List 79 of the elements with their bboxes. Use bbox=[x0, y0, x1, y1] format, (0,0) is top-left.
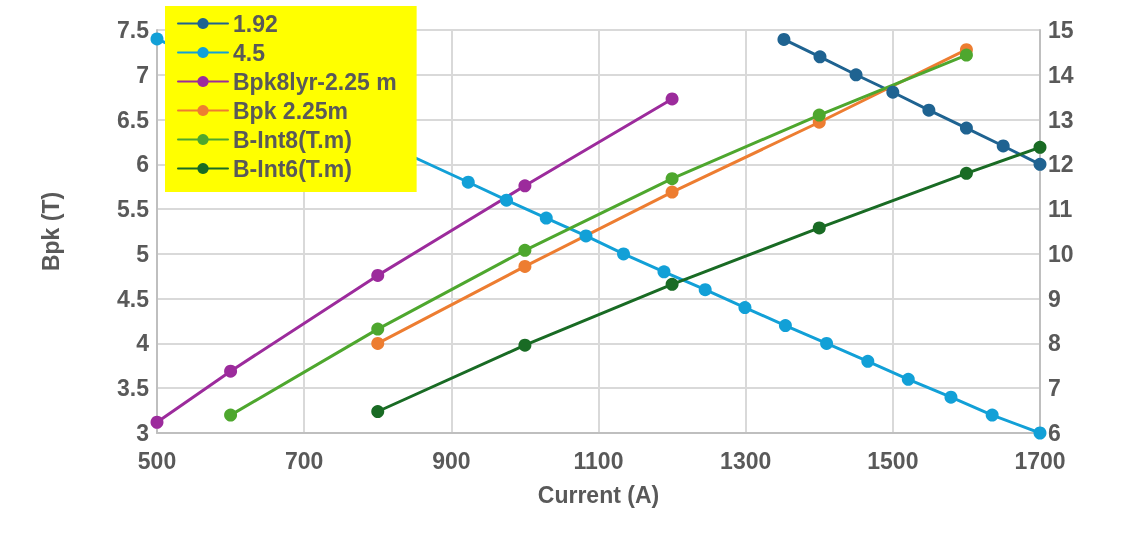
point bbox=[820, 336, 834, 350]
point bbox=[579, 229, 593, 243]
point bbox=[665, 172, 679, 186]
point bbox=[518, 338, 532, 352]
legend-label: B-Int8(T.m) bbox=[233, 126, 352, 153]
x-tick-label: 700 bbox=[284, 447, 324, 474]
point bbox=[518, 243, 532, 257]
legend-label: Bpk 2.25m bbox=[233, 97, 349, 124]
point bbox=[665, 185, 679, 199]
y-tick-label: 4.5 bbox=[117, 285, 150, 312]
y-tick-label: 6.5 bbox=[117, 106, 150, 133]
point bbox=[813, 50, 827, 64]
point bbox=[1033, 157, 1047, 171]
y2-tick-label: 6 bbox=[1048, 420, 1061, 446]
point bbox=[539, 211, 553, 225]
point bbox=[901, 372, 915, 386]
point bbox=[812, 108, 826, 122]
point bbox=[944, 390, 958, 404]
point bbox=[518, 259, 532, 273]
point bbox=[371, 405, 385, 418]
point bbox=[1033, 426, 1047, 440]
x-tick-label: 1300 bbox=[720, 447, 772, 474]
y-tick-label: 3.5 bbox=[117, 375, 150, 402]
point bbox=[500, 193, 514, 207]
y2-tick-label: 10 bbox=[1048, 240, 1074, 267]
point bbox=[617, 247, 631, 261]
point bbox=[657, 265, 671, 279]
x-tick-label: 1700 bbox=[1014, 447, 1066, 474]
x-tick-label: 900 bbox=[432, 447, 471, 474]
y2-tick-label: 14 bbox=[1048, 61, 1074, 88]
point bbox=[150, 415, 164, 429]
y-tick-label: 5 bbox=[136, 240, 150, 267]
x-tick-label: 1100 bbox=[573, 447, 624, 474]
point bbox=[461, 175, 475, 189]
point bbox=[985, 408, 999, 422]
point bbox=[371, 268, 385, 282]
legend-label: 1.92 bbox=[233, 10, 278, 37]
y-tick-label: 7 bbox=[136, 61, 149, 88]
x-tick-label: 1500 bbox=[867, 447, 919, 474]
y2-tick-label: 9 bbox=[1048, 285, 1061, 312]
point bbox=[150, 32, 164, 46]
point bbox=[778, 319, 792, 333]
point bbox=[698, 283, 712, 297]
y-tick-label: 5.5 bbox=[117, 196, 150, 223]
y2-tick-label: 11 bbox=[1048, 196, 1073, 223]
legend-label: Bpk8lyr-2.25 m bbox=[233, 68, 397, 95]
point bbox=[959, 166, 973, 180]
y2-tick-label: 12 bbox=[1048, 151, 1074, 178]
point bbox=[224, 408, 238, 422]
point bbox=[959, 48, 973, 62]
point bbox=[996, 139, 1010, 153]
legend-label: 4.5 bbox=[233, 39, 266, 66]
y2-tick-label: 8 bbox=[1048, 330, 1061, 357]
point bbox=[665, 277, 679, 291]
point bbox=[371, 336, 385, 350]
point bbox=[518, 179, 532, 193]
point bbox=[738, 301, 752, 315]
point bbox=[886, 85, 900, 99]
y2-tick-label: 15 bbox=[1048, 17, 1074, 43]
point bbox=[812, 221, 826, 235]
point bbox=[1033, 140, 1047, 154]
y-tick-label: 6 bbox=[136, 151, 149, 178]
y-tick-label: 4 bbox=[136, 330, 150, 357]
point bbox=[224, 364, 238, 378]
x-axis-title: Current (A) bbox=[537, 481, 660, 508]
y-tick-label: 3 bbox=[136, 420, 149, 446]
y-tick-label: 7.5 bbox=[117, 17, 150, 43]
y-axis-title: Bpk (T) bbox=[37, 191, 64, 272]
x-tick-label: 500 bbox=[137, 447, 177, 474]
point bbox=[922, 103, 936, 117]
point bbox=[849, 68, 863, 82]
y2-tick-label: 13 bbox=[1048, 106, 1074, 133]
y2-tick-label: 7 bbox=[1048, 375, 1061, 402]
point bbox=[371, 322, 385, 336]
point bbox=[777, 32, 791, 46]
point bbox=[665, 92, 679, 106]
legend-label: B-Int6(T.m) bbox=[233, 155, 352, 182]
point bbox=[959, 121, 973, 135]
point bbox=[861, 354, 875, 368]
